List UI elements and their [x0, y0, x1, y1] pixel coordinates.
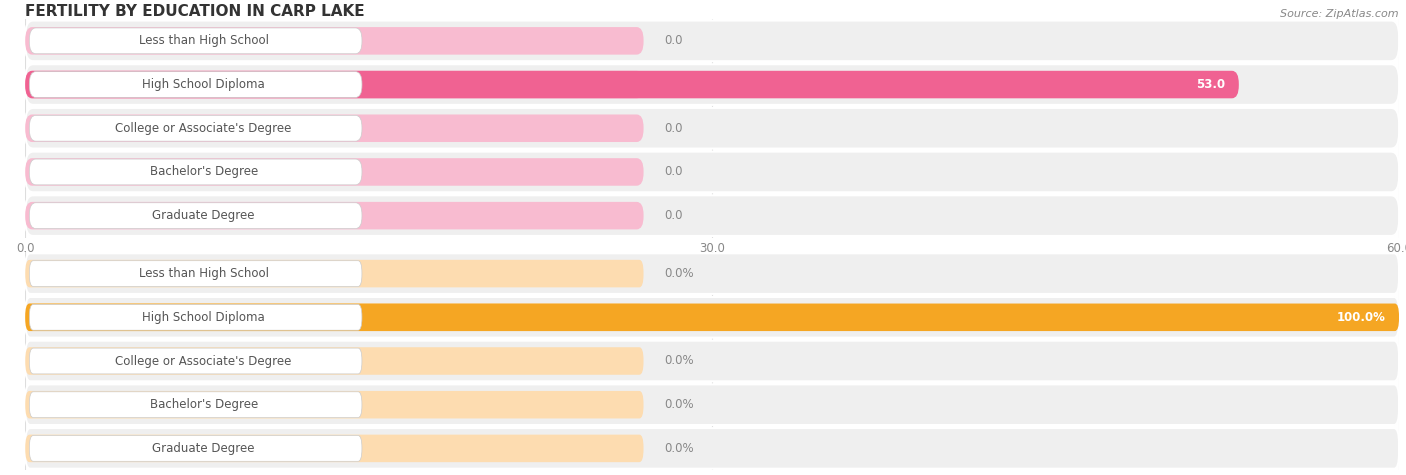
Text: 0.0: 0.0: [664, 34, 682, 48]
FancyBboxPatch shape: [25, 435, 644, 462]
FancyBboxPatch shape: [25, 428, 1399, 469]
Text: 0.0: 0.0: [664, 122, 682, 135]
FancyBboxPatch shape: [25, 71, 1239, 98]
FancyBboxPatch shape: [30, 304, 361, 330]
Text: Less than High School: Less than High School: [139, 267, 269, 280]
FancyBboxPatch shape: [25, 297, 1399, 338]
FancyBboxPatch shape: [25, 304, 644, 331]
FancyBboxPatch shape: [25, 158, 644, 186]
Text: Bachelor's Degree: Bachelor's Degree: [149, 398, 257, 411]
Text: FERTILITY BY EDUCATION IN CARP LAKE: FERTILITY BY EDUCATION IN CARP LAKE: [25, 4, 366, 19]
Text: High School Diploma: High School Diploma: [142, 311, 266, 324]
Text: 0.0%: 0.0%: [664, 267, 693, 280]
FancyBboxPatch shape: [30, 436, 361, 461]
FancyBboxPatch shape: [30, 115, 361, 141]
FancyBboxPatch shape: [25, 384, 1399, 425]
FancyBboxPatch shape: [25, 260, 644, 287]
FancyBboxPatch shape: [25, 341, 1399, 381]
FancyBboxPatch shape: [25, 195, 1399, 236]
FancyBboxPatch shape: [25, 152, 1399, 192]
FancyBboxPatch shape: [25, 27, 644, 55]
FancyBboxPatch shape: [25, 20, 1399, 61]
FancyBboxPatch shape: [30, 28, 361, 54]
Text: 0.0%: 0.0%: [664, 398, 693, 411]
FancyBboxPatch shape: [25, 202, 644, 229]
Text: 0.0: 0.0: [664, 165, 682, 179]
FancyBboxPatch shape: [30, 72, 361, 97]
Text: 0.0: 0.0: [664, 209, 682, 222]
FancyBboxPatch shape: [25, 114, 644, 142]
Text: College or Associate's Degree: College or Associate's Degree: [115, 122, 292, 135]
FancyBboxPatch shape: [25, 108, 1399, 149]
Text: Graduate Degree: Graduate Degree: [152, 209, 254, 222]
FancyBboxPatch shape: [25, 71, 644, 98]
Text: 100.0%: 100.0%: [1336, 311, 1385, 324]
Text: Graduate Degree: Graduate Degree: [152, 442, 254, 455]
Text: 0.0%: 0.0%: [664, 442, 693, 455]
Text: College or Associate's Degree: College or Associate's Degree: [115, 354, 292, 368]
Text: Bachelor's Degree: Bachelor's Degree: [149, 165, 257, 179]
Text: Less than High School: Less than High School: [139, 34, 269, 48]
FancyBboxPatch shape: [25, 347, 644, 375]
Text: 0.0%: 0.0%: [664, 354, 693, 368]
FancyBboxPatch shape: [30, 159, 361, 185]
FancyBboxPatch shape: [25, 253, 1399, 294]
Text: Source: ZipAtlas.com: Source: ZipAtlas.com: [1281, 9, 1399, 19]
FancyBboxPatch shape: [30, 348, 361, 374]
FancyBboxPatch shape: [25, 304, 1399, 331]
FancyBboxPatch shape: [25, 64, 1399, 105]
Text: 53.0: 53.0: [1197, 78, 1225, 91]
FancyBboxPatch shape: [30, 392, 361, 418]
Text: High School Diploma: High School Diploma: [142, 78, 266, 91]
FancyBboxPatch shape: [25, 391, 644, 418]
FancyBboxPatch shape: [30, 203, 361, 228]
FancyBboxPatch shape: [30, 261, 361, 286]
